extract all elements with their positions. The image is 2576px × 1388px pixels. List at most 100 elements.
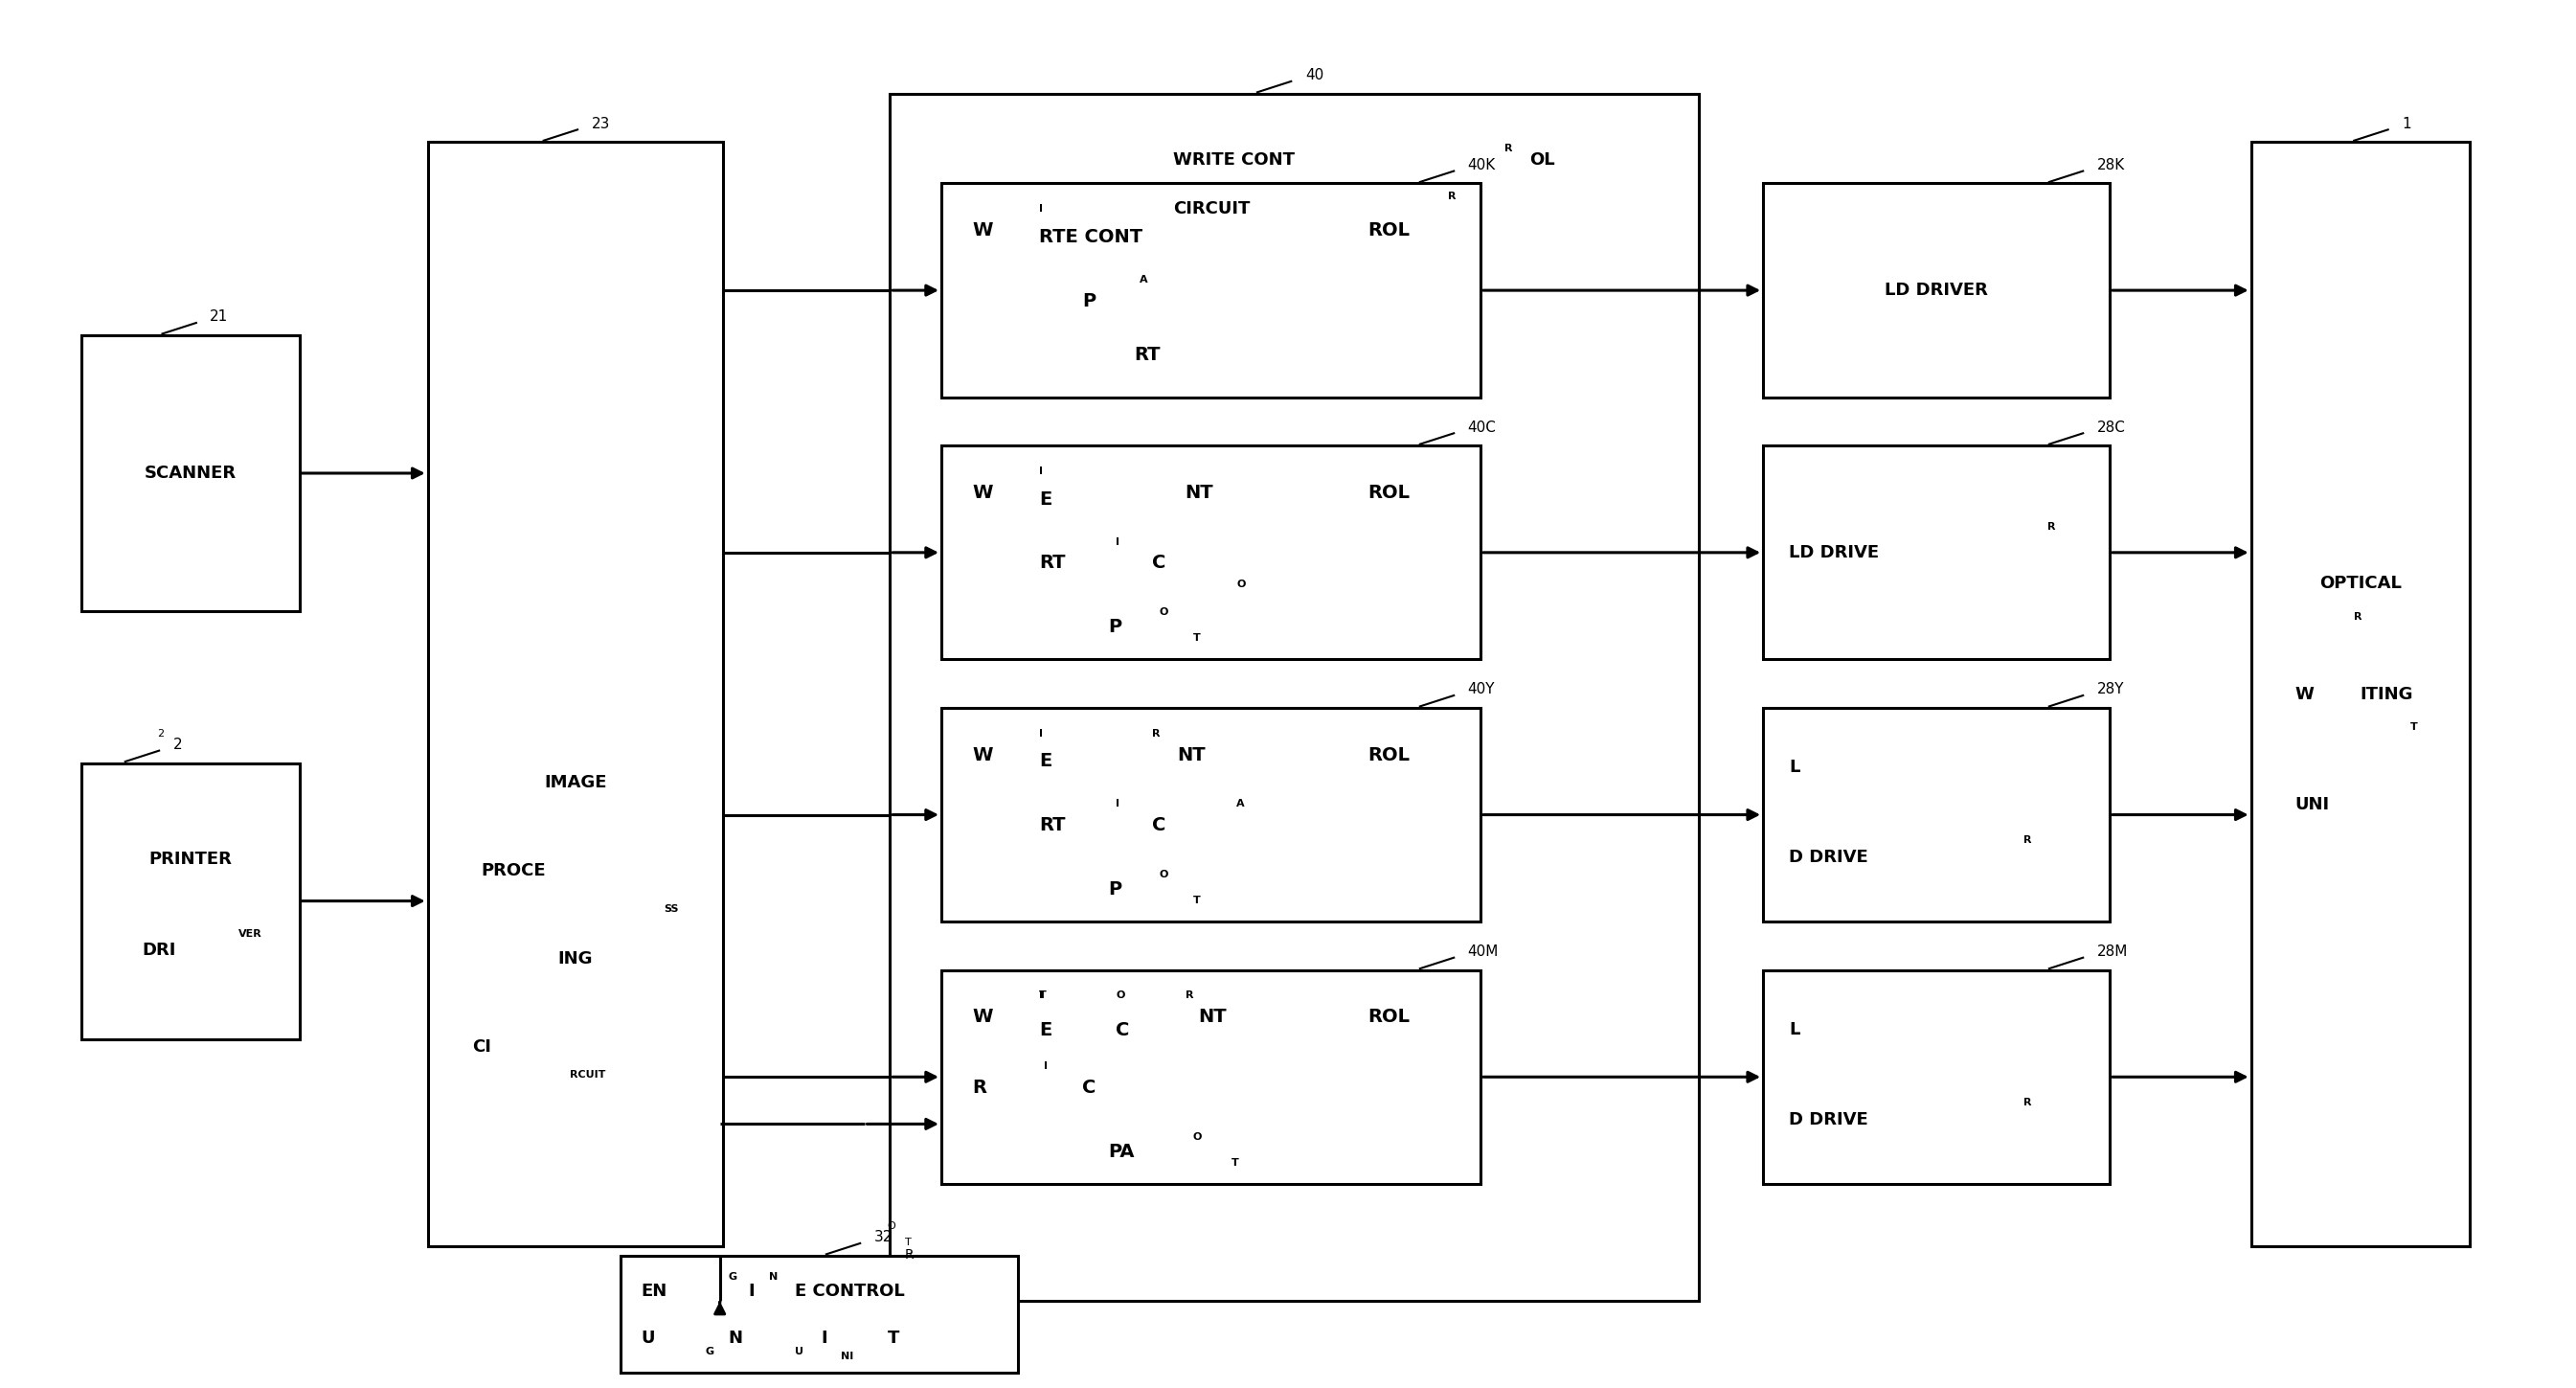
Text: W: W	[971, 483, 992, 501]
Text: RCUIT: RCUIT	[569, 1070, 605, 1080]
Text: 28M: 28M	[2097, 945, 2128, 959]
Text: DRI: DRI	[142, 942, 175, 959]
Text: I: I	[1115, 799, 1121, 809]
Text: RTE CONT: RTE CONT	[1038, 228, 1141, 246]
Text: O: O	[1159, 870, 1170, 880]
Bar	[1762, 183, 2110, 397]
Bar	[940, 446, 1481, 659]
Text: RT: RT	[1038, 554, 1066, 572]
Text: C: C	[1151, 816, 1167, 834]
Text: NT: NT	[1177, 745, 1206, 763]
Bar	[1762, 708, 2110, 922]
Text: G: G	[706, 1348, 714, 1356]
Text: 1: 1	[2401, 117, 2411, 130]
Text: I: I	[1038, 466, 1043, 476]
Text: RT: RT	[1038, 816, 1066, 834]
Bar	[428, 142, 724, 1246]
Text: RT: RT	[1133, 346, 1159, 364]
Text: D DRIVE: D DRIVE	[1788, 1112, 1868, 1128]
Text: W: W	[971, 221, 992, 240]
Text: D DRIVE: D DRIVE	[1788, 849, 1868, 866]
Text: I: I	[1043, 1062, 1048, 1072]
Text: NT: NT	[1185, 483, 1213, 501]
Text: O: O	[886, 1221, 896, 1231]
Text: R: R	[1185, 991, 1193, 1001]
Text: PA: PA	[1108, 1142, 1133, 1160]
Text: IMAGE: IMAGE	[544, 773, 608, 791]
Bar	[889, 94, 1700, 1301]
Text: ITING: ITING	[2360, 686, 2414, 702]
Text: I: I	[1038, 729, 1043, 738]
Text: SCANNER: SCANNER	[144, 465, 237, 482]
Text: L: L	[1788, 1022, 1801, 1038]
Text: LD DRIVER: LD DRIVER	[1886, 282, 1989, 298]
Bar	[80, 763, 299, 1040]
Text: I: I	[1038, 991, 1043, 1001]
Text: C: C	[1082, 1078, 1097, 1097]
Text: W: W	[2295, 686, 2313, 702]
Text: 40M: 40M	[1468, 945, 1499, 959]
Text: NT: NT	[1198, 1008, 1226, 1026]
Text: OL: OL	[1530, 151, 1553, 169]
Text: PRINTER: PRINTER	[149, 851, 232, 869]
Text: T: T	[1231, 1158, 1239, 1167]
Text: 2: 2	[173, 737, 183, 752]
Text: N: N	[770, 1271, 778, 1281]
Bar	[940, 970, 1481, 1184]
Text: O: O	[1236, 580, 1247, 590]
Text: R: R	[1448, 192, 1455, 201]
Text: R: R	[1151, 729, 1159, 738]
Text: WRITE CONT: WRITE CONT	[1172, 151, 1296, 169]
Text: I: I	[1038, 204, 1043, 214]
Text: CI: CI	[471, 1038, 492, 1056]
Text: P: P	[1082, 291, 1095, 310]
Text: 40C: 40C	[1468, 421, 1497, 434]
Text: ROL: ROL	[1368, 1008, 1409, 1026]
Text: I: I	[750, 1283, 755, 1299]
Text: ROL: ROL	[1368, 483, 1409, 501]
Text: ING: ING	[559, 951, 592, 967]
Text: O: O	[1115, 991, 1126, 1001]
Text: U: U	[641, 1330, 654, 1346]
Text: 2: 2	[157, 729, 165, 738]
Text: C: C	[1151, 554, 1167, 572]
Text: U: U	[796, 1348, 804, 1356]
Bar	[940, 708, 1481, 922]
Text: OPTICAL: OPTICAL	[2318, 575, 2401, 593]
Text: CIRCUIT: CIRCUIT	[1172, 200, 1249, 217]
Text: 40K: 40K	[1468, 158, 1497, 172]
Text: T: T	[904, 1238, 912, 1248]
Text: PROCE: PROCE	[482, 862, 546, 879]
Text: E: E	[1038, 490, 1051, 508]
Text: T: T	[886, 1330, 899, 1346]
Text: E: E	[1038, 752, 1051, 770]
Bar	[1762, 446, 2110, 659]
Bar	[940, 183, 1481, 397]
Bar	[80, 335, 299, 611]
Text: LD DRIVE: LD DRIVE	[1788, 544, 1878, 561]
Text: E CONTROL: E CONTROL	[796, 1283, 904, 1299]
Text: 40Y: 40Y	[1468, 683, 1494, 697]
Text: 28C: 28C	[2097, 421, 2125, 434]
Text: P: P	[1108, 880, 1121, 898]
Text: E: E	[1038, 1020, 1051, 1040]
Text: R: R	[1504, 143, 1512, 153]
Text: 28Y: 28Y	[2097, 683, 2125, 697]
Text: W: W	[971, 745, 992, 763]
Text: T: T	[1193, 633, 1200, 643]
Text: ROL: ROL	[1368, 745, 1409, 763]
Text: R: R	[2022, 836, 2032, 845]
Text: T: T	[1038, 991, 1046, 1001]
Bar	[1762, 970, 2110, 1184]
Text: N: N	[729, 1330, 742, 1346]
Text: L: L	[1788, 759, 1801, 776]
Text: W: W	[971, 1008, 992, 1026]
Text: O: O	[1193, 1133, 1203, 1142]
Text: G: G	[729, 1271, 737, 1281]
Bar	[621, 1256, 1018, 1373]
Text: T: T	[2411, 722, 2419, 731]
Bar	[2251, 142, 2470, 1246]
Text: NI: NI	[842, 1352, 853, 1362]
Text: SS: SS	[665, 905, 680, 915]
Text: 32: 32	[873, 1230, 894, 1245]
